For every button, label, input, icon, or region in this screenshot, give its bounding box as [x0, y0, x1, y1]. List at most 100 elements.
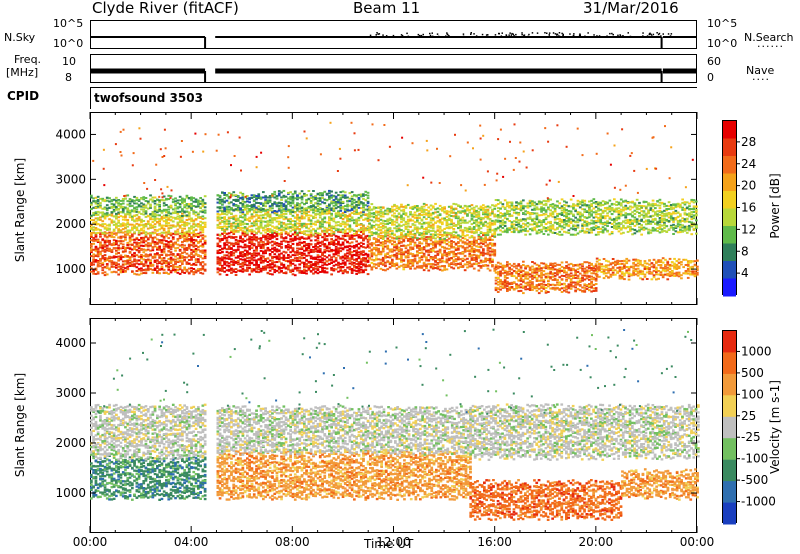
- power-cell: [457, 241, 460, 243]
- power-cell: [353, 230, 356, 232]
- power-cell: [317, 242, 320, 244]
- power-cell: [358, 268, 361, 270]
- power-cell: [232, 264, 235, 266]
- power-cell: [92, 197, 95, 199]
- power-cell: [389, 263, 392, 265]
- power-cell: [317, 193, 320, 195]
- power-cell: [321, 208, 324, 210]
- power-cell: [418, 245, 421, 247]
- power-cell: [285, 213, 288, 215]
- power-cell: [129, 262, 132, 264]
- power-cell: [448, 264, 451, 266]
- power-cell: [183, 269, 186, 271]
- power-cell: [140, 213, 143, 215]
- power-cell: [301, 190, 304, 192]
- power-cell: [317, 263, 320, 265]
- power-cell: [396, 262, 399, 264]
- power-cell: [138, 256, 141, 258]
- power-cell: [349, 268, 352, 270]
- power-cell: [425, 264, 428, 266]
- power-cell: [172, 242, 175, 244]
- power-cell: [133, 220, 136, 222]
- power-cell: [228, 208, 231, 210]
- power-cell: [455, 249, 458, 251]
- power-cell: [165, 216, 168, 218]
- power-cell: [389, 208, 392, 210]
- power-cell: [434, 260, 437, 262]
- power-cell: [335, 243, 338, 245]
- power-cell: [246, 269, 249, 271]
- power-cell: [126, 230, 129, 232]
- power-cell: [124, 219, 127, 221]
- power-cell: [174, 218, 177, 220]
- power-cell: [346, 233, 349, 235]
- power-cell: [92, 200, 95, 202]
- power-cell: [400, 210, 403, 212]
- power-cell: [158, 225, 161, 227]
- power-cell: [92, 249, 95, 251]
- power-cell: [170, 232, 173, 234]
- power-cell: [364, 194, 367, 196]
- power-cell: [120, 255, 123, 257]
- power-cell: [337, 199, 340, 201]
- power-cell: [253, 250, 256, 252]
- power-cell: [489, 247, 492, 249]
- power-cell: [106, 214, 109, 216]
- power-cell: [386, 245, 389, 247]
- power-cell: [335, 251, 338, 253]
- power-cell: [278, 194, 281, 196]
- power-cell: [172, 269, 175, 271]
- power-cell: [380, 212, 383, 214]
- power-cell: [418, 249, 421, 251]
- power-cell: [120, 200, 123, 202]
- power-cell: [246, 223, 249, 225]
- power-cell: [267, 209, 270, 211]
- power-cell: [126, 234, 129, 236]
- power-cell: [246, 205, 249, 207]
- power-cell: [448, 254, 451, 256]
- power-cell: [407, 244, 410, 246]
- power-cell: [129, 248, 132, 250]
- power-cell: [455, 258, 458, 260]
- power-cell: [181, 219, 184, 221]
- power-cell: [90, 204, 93, 206]
- power-cell: [487, 268, 490, 270]
- power-cell: [129, 224, 132, 226]
- power-cell: [108, 248, 111, 250]
- power-cell: [377, 206, 380, 208]
- power-cell: [317, 272, 320, 274]
- power-cell: [253, 264, 256, 266]
- power-cell: [217, 243, 220, 245]
- power-cell: [202, 199, 205, 201]
- power-cell: [355, 263, 358, 265]
- power-cell: [120, 271, 123, 273]
- power-cell: [292, 273, 295, 275]
- power-cell: [482, 265, 485, 267]
- power-cell: [407, 238, 410, 240]
- power-cell: [414, 207, 417, 209]
- power-cell: [317, 210, 320, 212]
- power-cell: [195, 253, 198, 255]
- power-cell: [188, 259, 191, 261]
- power-cell: [113, 236, 116, 238]
- power-cell: [384, 213, 387, 215]
- power-cell: [384, 264, 387, 266]
- power-cell: [414, 214, 417, 216]
- power-cell: [133, 224, 136, 226]
- power-cell: [195, 261, 198, 263]
- power-cell: [154, 245, 157, 247]
- power-cell: [163, 243, 166, 245]
- power-cell: [202, 265, 205, 267]
- power-cell: [371, 259, 374, 261]
- power-cell: [99, 263, 102, 265]
- power-cell: [371, 249, 374, 251]
- power-cell: [448, 248, 451, 250]
- power-cell: [349, 198, 352, 200]
- power-cell: [328, 254, 331, 256]
- power-cell: [239, 224, 242, 226]
- power-cell: [239, 263, 242, 265]
- power-cell: [117, 240, 120, 242]
- power-cell: [97, 254, 100, 256]
- power-cell: [246, 232, 249, 234]
- power-cell: [276, 266, 279, 268]
